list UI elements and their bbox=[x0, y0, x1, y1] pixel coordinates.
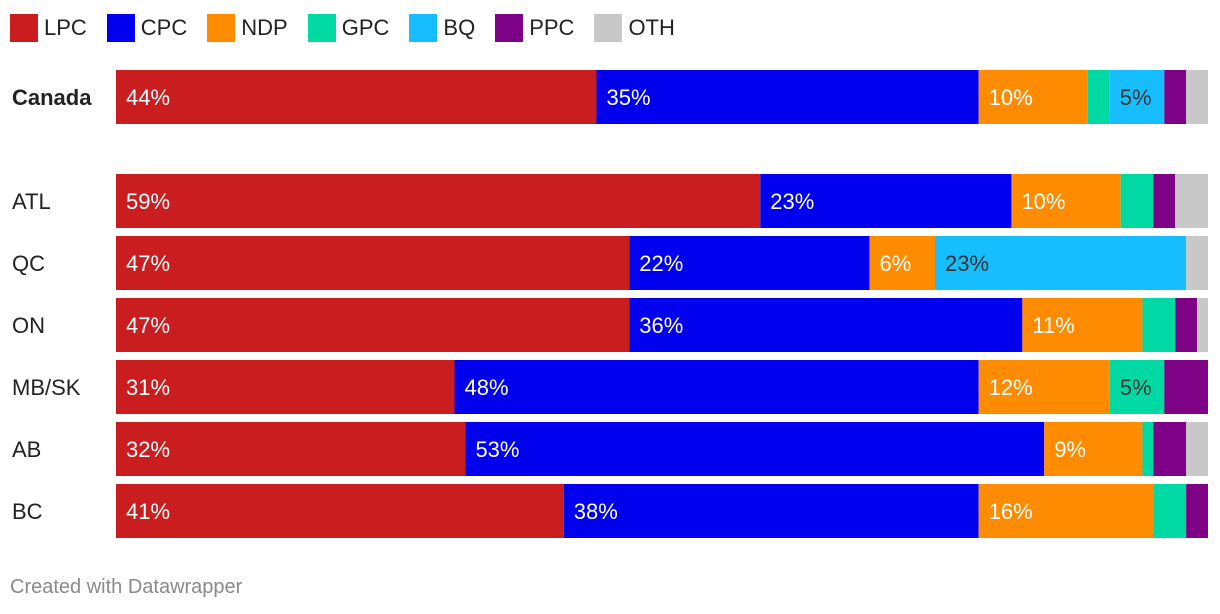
legend-item-lpc: LPC bbox=[10, 14, 87, 42]
legend-label: OTH bbox=[628, 15, 675, 40]
data-label: 47% bbox=[126, 251, 170, 276]
footer-credit: Created with Datawrapper bbox=[10, 576, 243, 598]
data-label: 32% bbox=[126, 437, 170, 462]
legend-label: GPC bbox=[341, 15, 390, 40]
bar-segment-ndp bbox=[978, 484, 1154, 538]
legend-swatch bbox=[594, 14, 623, 42]
data-label: 10% bbox=[1021, 189, 1065, 214]
bar-segment-bq bbox=[935, 236, 1187, 290]
legend-swatch bbox=[207, 14, 236, 42]
legend-label: CPC bbox=[140, 15, 188, 40]
bar-segment-gpc bbox=[1087, 70, 1110, 124]
bar-segment-lpc bbox=[116, 298, 630, 352]
legend-swatch bbox=[10, 14, 38, 42]
data-label: 6% bbox=[879, 251, 911, 276]
data-label: 35% bbox=[606, 85, 650, 110]
legend-swatch bbox=[495, 14, 524, 42]
legend-label: BQ bbox=[443, 15, 476, 40]
legend-label: NDP bbox=[241, 15, 288, 40]
bar-segment-gpc bbox=[1142, 298, 1176, 352]
bar-segment-lpc bbox=[116, 360, 455, 414]
data-label: 12% bbox=[989, 375, 1033, 400]
bar-segment-lpc bbox=[116, 174, 761, 228]
data-label: 38% bbox=[574, 499, 618, 524]
bar-segment-ppc bbox=[1186, 484, 1208, 538]
data-label: 36% bbox=[639, 313, 683, 338]
bar-segment-ndp bbox=[978, 360, 1110, 414]
category-label: MB/SK bbox=[12, 375, 81, 400]
category-label: BC bbox=[12, 499, 43, 524]
bar-segment-ndp bbox=[1011, 174, 1121, 228]
category-label: AB bbox=[12, 437, 41, 462]
bar-segment-lpc bbox=[116, 70, 597, 124]
data-label: 23% bbox=[770, 189, 814, 214]
bar-segment-lpc bbox=[116, 422, 466, 476]
legend-swatch bbox=[307, 14, 336, 42]
bar-segment-cpc bbox=[596, 70, 979, 124]
data-label: 59% bbox=[126, 189, 170, 214]
bar-segment-cpc bbox=[563, 484, 979, 538]
data-label: 53% bbox=[475, 437, 519, 462]
bar-segment-oth bbox=[1186, 236, 1208, 290]
data-label: 23% bbox=[945, 251, 989, 276]
bar-segment-oth bbox=[1197, 298, 1208, 352]
legend-item-bq: BQ bbox=[409, 14, 475, 42]
data-label: 11% bbox=[1032, 313, 1074, 338]
bar-segment-ndp bbox=[869, 236, 935, 290]
bar-segment-ppc bbox=[1153, 174, 1176, 228]
bar-segment-cpc bbox=[454, 360, 979, 414]
category-label: ATL bbox=[12, 189, 51, 214]
bar-segment-ppc bbox=[1164, 70, 1187, 124]
legend-label: LPC bbox=[44, 15, 87, 40]
data-label: 44% bbox=[126, 85, 170, 110]
bar-segment-gpc bbox=[1120, 174, 1154, 228]
legend: LPC CPC NDP GPC BQ PPC OTH bbox=[10, 12, 695, 44]
data-label: 31% bbox=[126, 375, 170, 400]
data-label: 10% bbox=[989, 85, 1033, 110]
legend-item-oth: OTH bbox=[594, 14, 675, 42]
data-label: 9% bbox=[1054, 437, 1086, 462]
bar-segment-ppc bbox=[1153, 422, 1187, 476]
legend-swatch bbox=[106, 14, 135, 42]
bar-segment-cpc bbox=[629, 298, 1023, 352]
bar-segment-ppc bbox=[1164, 360, 1208, 414]
bar-segment-lpc bbox=[116, 484, 564, 538]
legend-swatch bbox=[409, 14, 438, 42]
bar-segment-ndp bbox=[1044, 422, 1143, 476]
bar-segment-lpc bbox=[116, 236, 630, 290]
data-label: 5% bbox=[1120, 85, 1152, 110]
legend-item-ndp: NDP bbox=[207, 14, 288, 42]
bar-segment-cpc bbox=[629, 236, 870, 290]
legend-item-ppc: PPC bbox=[495, 14, 574, 42]
bar-segment-oth bbox=[1175, 174, 1208, 228]
bar-segment-bq bbox=[1109, 70, 1165, 124]
legend-label: PPC bbox=[529, 15, 575, 40]
data-label: 22% bbox=[639, 251, 683, 276]
bar-segment-oth bbox=[1186, 70, 1208, 124]
bar-segment-gpc bbox=[1109, 360, 1165, 414]
bar-segment-gpc bbox=[1142, 422, 1154, 476]
data-label: 48% bbox=[465, 375, 509, 400]
category-label: ON bbox=[12, 313, 45, 338]
data-label: 5% bbox=[1120, 375, 1152, 400]
bar-segment-cpc bbox=[760, 174, 1012, 228]
bar-segment-ndp bbox=[978, 70, 1088, 124]
bar-segment-cpc bbox=[465, 422, 1045, 476]
data-label: 41% bbox=[126, 499, 170, 524]
bar-segment-gpc bbox=[1153, 484, 1187, 538]
category-label: Canada bbox=[12, 85, 92, 110]
legend-item-cpc: CPC bbox=[106, 14, 188, 42]
bar-segment-ndp bbox=[1022, 298, 1143, 352]
legend-item-gpc: GPC bbox=[307, 14, 390, 42]
data-label: 16% bbox=[989, 499, 1033, 524]
bar-segment-oth bbox=[1186, 422, 1208, 476]
bar-segment-ppc bbox=[1175, 298, 1198, 352]
data-label: 47% bbox=[126, 313, 170, 338]
category-label: QC bbox=[12, 251, 45, 276]
